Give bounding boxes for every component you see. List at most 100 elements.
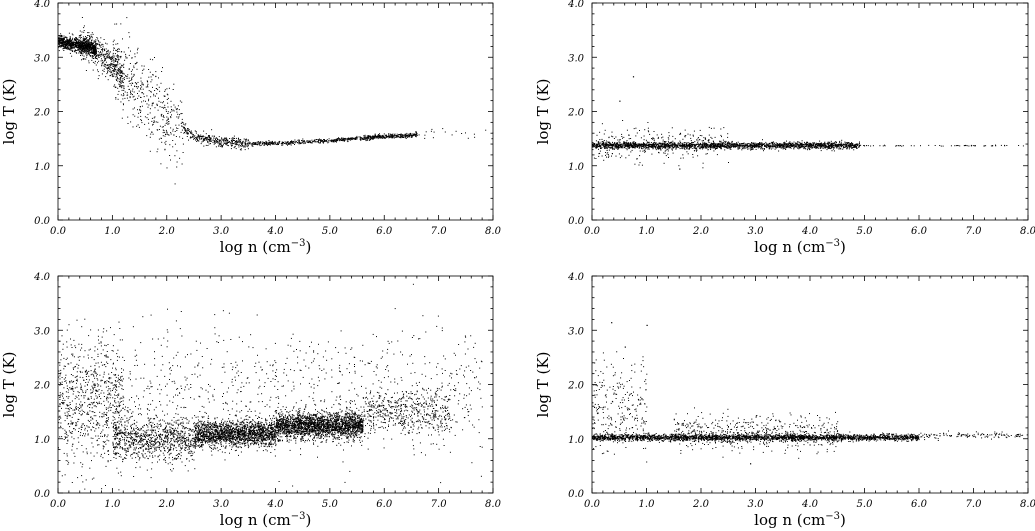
data-point [680, 147, 682, 149]
data-point [628, 146, 630, 148]
data-point [158, 100, 160, 102]
data-point [143, 93, 145, 95]
data-point [831, 145, 833, 147]
data-point [148, 90, 150, 92]
data-point [72, 37, 74, 39]
data-point [164, 124, 166, 126]
data-point [150, 133, 152, 135]
data-point [724, 144, 726, 145]
x-axis-label: log n (cm−3) [220, 238, 312, 256]
data-point [74, 44, 76, 45]
data-point [844, 145, 846, 147]
data-point [245, 140, 247, 142]
data-point [648, 146, 650, 147]
data-point [112, 70, 114, 72]
data-point [815, 147, 817, 149]
data-point [605, 143, 607, 145]
data-point [389, 133, 391, 135]
data-point [95, 43, 96, 45]
data-point [693, 146, 695, 148]
data-point [755, 142, 757, 144]
data-point [323, 141, 325, 143]
data-point [123, 104, 124, 106]
data-point [370, 136, 372, 138]
data-point [89, 55, 91, 57]
data-point [78, 41, 80, 43]
data-point [67, 46, 69, 48]
data-point [166, 132, 168, 133]
data-point [717, 147, 718, 149]
data-point [187, 128, 189, 129]
data-point [811, 144, 813, 146]
data-point [808, 145, 810, 147]
data-point [71, 42, 73, 44]
data-point [398, 134, 400, 135]
data-point [88, 32, 90, 34]
data-point [804, 145, 806, 147]
data-point [91, 49, 93, 51]
data-point [750, 149, 752, 151]
data-point [137, 49, 138, 51]
data-point [392, 133, 394, 135]
data-point [623, 141, 625, 143]
data-point [116, 66, 118, 68]
plot-panel-top-left: 0.0 1.0 2.0 3.0 4.0 5.0 6.0 7.0 8.00.01.02.03.04… [0, 0, 502, 256]
data-point [232, 143, 233, 145]
data-point [186, 129, 188, 131]
data-point [122, 103, 124, 105]
data-point [235, 141, 236, 142]
data-point [90, 44, 92, 46]
data-point [237, 140, 239, 142]
data-point [707, 141, 709, 143]
data-point [344, 137, 346, 139]
data-point [78, 45, 80, 47]
data-point [79, 47, 81, 49]
data-point [130, 93, 132, 95]
data-point [754, 144, 756, 146]
data-point [367, 139, 369, 141]
data-point [242, 140, 244, 142]
data-point [323, 140, 325, 142]
data-point [152, 124, 153, 126]
data-point [109, 75, 111, 77]
data-point [801, 142, 803, 144]
data-point [379, 133, 380, 135]
data-point [234, 143, 236, 145]
data-point [130, 90, 131, 92]
data-point [140, 88, 142, 90]
data-point [648, 144, 649, 146]
data-point [823, 146, 825, 148]
data-point [84, 46, 86, 48]
data-point [381, 137, 383, 139]
data-point [723, 141, 725, 143]
data-point [114, 23, 116, 25]
data-point [317, 141, 319, 143]
data-point [821, 143, 823, 145]
data-point [665, 145, 667, 147]
data-point [112, 54, 114, 56]
data-point [791, 145, 793, 147]
plot-frame [57, 2, 494, 221]
data-point [101, 52, 103, 54]
data-point [683, 143, 685, 145]
data-point [793, 145, 795, 146]
data-point [653, 144, 655, 146]
data-point [384, 137, 386, 139]
data-point [781, 144, 783, 146]
data-point [120, 82, 122, 84]
data-point [118, 57, 120, 59]
data-point [83, 42, 85, 44]
data-point [783, 142, 785, 144]
data-point [91, 57, 93, 59]
data-point [818, 142, 820, 144]
data-point [740, 144, 742, 146]
data-point [89, 42, 91, 44]
data-point [247, 148, 249, 150]
data-point [809, 146, 811, 148]
data-point [98, 57, 100, 58]
data-point [821, 147, 823, 149]
data-point [81, 46, 83, 48]
data-point [91, 35, 93, 37]
data-point [702, 148, 703, 150]
data-point [85, 47, 87, 49]
